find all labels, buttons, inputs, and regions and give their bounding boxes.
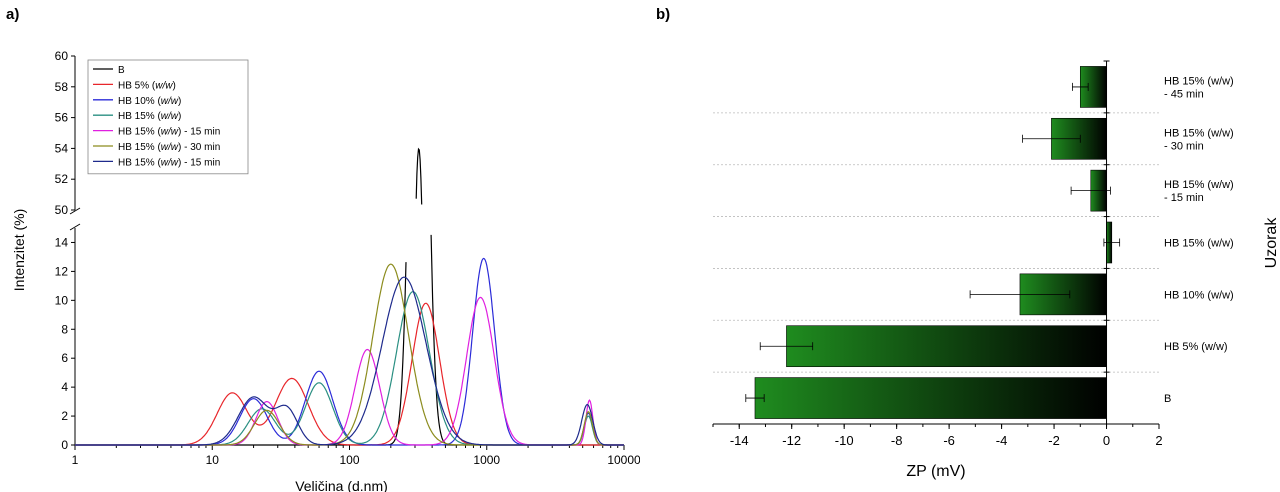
y-tick-label: 50 <box>55 203 69 217</box>
y-tick-label: 8 <box>61 322 68 336</box>
category-label: HB 10% (w/w) <box>1164 289 1234 301</box>
x-tick-label: 0 <box>1103 433 1110 448</box>
axis-break-mark <box>69 223 81 231</box>
y-tick-label: 6 <box>61 351 68 365</box>
y-tick-label: 60 <box>55 49 69 63</box>
y-tick-label: 4 <box>61 380 68 394</box>
x-tick-label: -10 <box>835 433 854 448</box>
legend-entry: HB 5% (w/w) <box>118 80 176 91</box>
legend-entry: HB 15% (w/w) - 15 min <box>118 127 220 138</box>
x-tick-label: -4 <box>996 433 1008 448</box>
category-label: HB 5% (w/w) <box>1164 341 1228 353</box>
axis-break-mark <box>69 207 81 215</box>
y-tick-label: 12 <box>55 264 69 278</box>
panel-a-label: a) <box>6 6 20 23</box>
category-label: HB 15% (w/w) - 30 min <box>1164 127 1234 152</box>
legend-entry: HB 15% (w/w) <box>118 111 181 122</box>
x-tick-label: 2 <box>1155 433 1162 448</box>
category-label: B <box>1164 393 1171 405</box>
y-tick-label: 54 <box>55 141 69 155</box>
legend-box <box>87 59 249 175</box>
dls-size-distribution-chart: 0 2 4 6 8 10 12 14 50 52 54 56 58 60 1 10 100 1000 10000 Ve… <box>11 49 640 492</box>
legend-entry: HB 15% (w/w) - 15 min <box>118 157 220 168</box>
category-label: HB 15% (w/w) - 45 min <box>1164 75 1234 100</box>
x-tick-label: -12 <box>782 433 801 448</box>
bar-6 <box>786 325 1107 368</box>
y-tick-label: 56 <box>55 111 69 125</box>
y-tick-label: 0 <box>61 438 68 452</box>
x-tick-label: -6 <box>943 433 955 448</box>
legend-entry: B <box>118 65 125 76</box>
panel-b-label: b) <box>656 6 671 23</box>
x-tick-label: 1 <box>72 453 79 467</box>
category-label: HB 15% (w/w) <box>1164 238 1234 250</box>
x-tick-label: 1000 <box>473 453 500 467</box>
legend-entry: HB 15% (w/w) - 30 min <box>118 142 220 153</box>
y-axis-label: Uzorak <box>1263 217 1280 269</box>
bar-7 <box>754 377 1107 419</box>
x-tick-label: -14 <box>730 433 749 448</box>
y-tick-label: 2 <box>61 409 68 423</box>
series-group <box>75 147 624 446</box>
x-tick-label: 10 <box>206 453 220 467</box>
category-label: HB 15% (w/w) - 15 min <box>1164 179 1234 204</box>
series-line-7 <box>75 276 624 446</box>
x-tick-label: -8 <box>891 433 903 448</box>
y-tick-label: 10 <box>55 293 69 307</box>
x-tick-label: -2 <box>1048 433 1060 448</box>
legend-entry: HB 10% (w/w) <box>118 96 181 107</box>
y-tick-label: 14 <box>55 235 69 249</box>
y-tick-label: 58 <box>55 80 69 94</box>
x-tick-label: 10000 <box>607 453 640 467</box>
y-axis-label: Intenzitet (%) <box>11 209 27 291</box>
x-axis-label: Veličina (d.nm) <box>295 478 388 492</box>
y-tick-label: 52 <box>55 172 69 186</box>
x-axis-label: ZP (mV) <box>906 463 965 480</box>
x-tick-label: 100 <box>339 453 359 467</box>
